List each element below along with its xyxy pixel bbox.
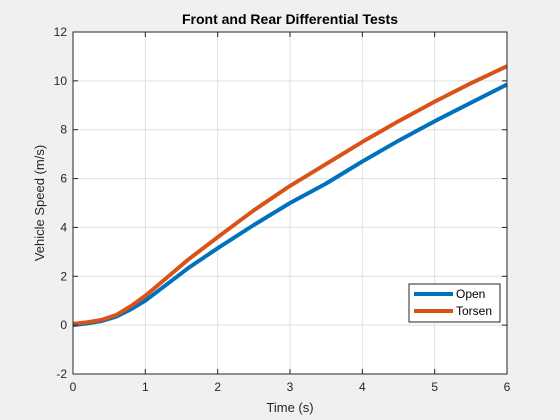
series-line-torsen — [72, 64, 508, 326]
y-tick-label: 2 — [60, 269, 67, 283]
x-axis-ticks: 0 1 2 3 4 5 6 — [70, 32, 511, 394]
x-tick-label: 5 — [431, 380, 438, 394]
gridlines — [73, 32, 507, 374]
x-tick-label: 0 — [70, 380, 77, 394]
chart-title: Front and Rear Differential Tests — [182, 11, 398, 27]
y-tick-label: 4 — [60, 220, 67, 234]
x-tick-label: 3 — [287, 380, 294, 394]
y-tick-label: 10 — [54, 74, 68, 88]
x-tick-label: 6 — [504, 380, 511, 394]
y-tick-label: 8 — [60, 123, 67, 137]
y-axis-ticks: -2 0 2 4 6 8 10 12 — [54, 25, 507, 381]
legend: Open Torsen — [408, 283, 501, 323]
legend-entry-label: Torsen — [456, 304, 492, 318]
x-tick-label: 2 — [214, 380, 221, 394]
legend-box — [408, 283, 501, 323]
x-axis-label: Time (s) — [266, 400, 313, 415]
y-tick-label: 6 — [60, 172, 67, 186]
legend-entry-label: Open — [456, 287, 485, 301]
y-tick-label: -2 — [56, 367, 67, 381]
x-tick-label: 1 — [142, 380, 149, 394]
y-axis-label: Vehicle Speed (m/s) — [32, 145, 47, 261]
series-lines — [72, 64, 508, 328]
y-tick-label: 0 — [60, 318, 67, 332]
y-tick-label: 12 — [54, 25, 68, 39]
x-tick-label: 4 — [359, 380, 366, 394]
